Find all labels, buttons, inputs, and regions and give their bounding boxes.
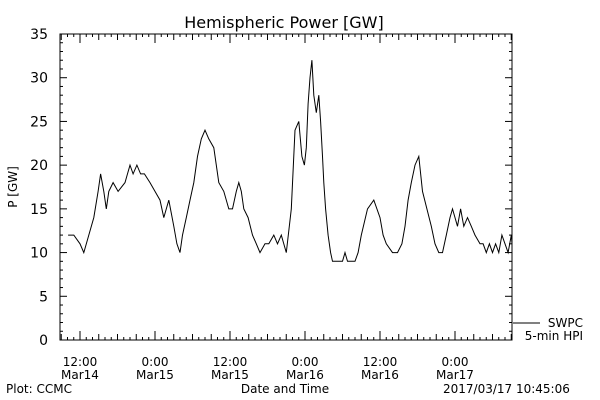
plot-frame [59, 33, 513, 341]
y-axis-label: P [GW] [6, 166, 20, 208]
y-tick-label: 15 [30, 202, 48, 218]
x-tick-label-date: Mar15 [136, 368, 174, 382]
legend: SWPC 5-min HPI [513, 316, 583, 343]
y-tick-label: 25 [30, 114, 48, 130]
y-tick-label: 0 [39, 333, 48, 349]
series-layer [68, 60, 513, 262]
y-tick-label: 10 [30, 246, 48, 262]
series-line-hpi [68, 60, 513, 262]
x-tick-label-time: 0:00 [292, 355, 319, 369]
x-tick-label-time: 12:00 [213, 355, 248, 369]
x-tick-label-date: Mar16 [286, 368, 324, 382]
plot-border [59, 33, 513, 341]
chart-title: Hemispheric Power [GW] [184, 13, 383, 32]
y-tick-label: 20 [30, 158, 48, 174]
x-tick-label-time: 0:00 [442, 355, 469, 369]
x-tick-label-time: 12:00 [363, 355, 398, 369]
x-axis-ticks: 12:00Mar140:00Mar1512:00Mar150:00Mar1612… [60, 34, 512, 382]
plot-credit: Plot: CCMC [6, 382, 72, 396]
x-tick-label-time: 0:00 [142, 355, 169, 369]
y-tick-label: 5 [39, 289, 48, 305]
y-tick-label: 30 [30, 71, 48, 87]
x-tick-label-date: Mar15 [211, 368, 249, 382]
x-axis-label: Date and Time [241, 382, 329, 396]
legend-label: 5-min HPI [525, 329, 583, 343]
plot-timestamp: 2017/03/17 10:45:06 [443, 382, 570, 396]
x-tick-label-date: Mar16 [361, 368, 399, 382]
legend-source: SWPC [548, 316, 583, 330]
y-axis-ticks: 0 5 10 15 20 25 30 35 [30, 27, 512, 349]
x-tick-label-date: Mar17 [436, 368, 474, 382]
x-tick-label-date: Mar14 [61, 368, 99, 382]
x-tick-label-time: 12:00 [63, 355, 98, 369]
y-tick-label: 35 [30, 27, 48, 43]
